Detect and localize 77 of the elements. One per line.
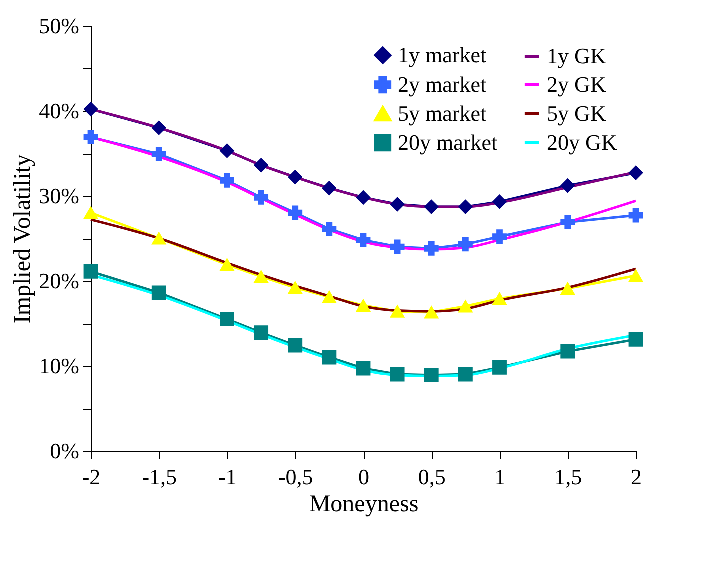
point <box>560 344 576 359</box>
y-tick-label: 40% <box>39 98 80 124</box>
point <box>152 147 166 162</box>
legend-label: 20y market <box>398 130 498 155</box>
x-axis-title: Moneyness <box>309 492 419 518</box>
point <box>322 290 337 304</box>
point <box>458 300 473 313</box>
point <box>254 158 269 173</box>
point <box>424 306 439 319</box>
point <box>424 241 439 256</box>
point <box>288 170 303 185</box>
point <box>220 173 234 188</box>
point <box>84 206 98 220</box>
point <box>458 367 473 382</box>
x-tick-label: 0 <box>358 464 370 490</box>
point <box>254 326 269 340</box>
point <box>628 208 644 223</box>
point <box>560 215 576 230</box>
y-tick-label: 0% <box>50 438 80 464</box>
x-tick-label: -2 <box>82 464 101 490</box>
point <box>492 360 507 375</box>
x-tick-label: 2 <box>631 464 642 490</box>
legend-label: 5y market <box>398 101 487 126</box>
point <box>356 190 371 205</box>
y-tick-label: 20% <box>39 268 80 294</box>
point <box>424 200 439 214</box>
point <box>560 178 576 194</box>
point <box>356 361 371 376</box>
point <box>458 200 473 214</box>
point <box>254 190 269 205</box>
x-tick-label: -0,5 <box>278 464 314 490</box>
y-tick-label: 50% <box>39 14 80 38</box>
legend-label: 1y market <box>398 42 487 68</box>
x-tick-label: 0,5 <box>418 464 446 490</box>
point <box>492 292 507 306</box>
legend-label: 1y GK <box>547 44 606 68</box>
point <box>322 350 337 365</box>
point <box>288 338 303 353</box>
point <box>254 270 269 284</box>
point <box>84 130 98 145</box>
point <box>356 299 371 312</box>
point <box>628 332 644 347</box>
point <box>628 166 644 180</box>
point <box>220 312 234 326</box>
point <box>390 305 405 318</box>
point <box>322 181 337 196</box>
x-tick-label: 1,5 <box>554 464 582 490</box>
point <box>220 144 234 158</box>
point <box>322 222 337 236</box>
point <box>492 194 507 210</box>
legend-label: 20y GK <box>547 130 618 155</box>
point <box>390 240 405 254</box>
point <box>84 102 98 117</box>
x-tick-label: 1 <box>494 464 506 490</box>
point <box>220 258 234 272</box>
point <box>424 368 439 383</box>
point <box>152 120 166 136</box>
point <box>628 270 644 282</box>
x-tick-label: -1 <box>218 464 237 490</box>
point <box>458 237 473 252</box>
legend-label: 2y market <box>398 72 487 97</box>
point <box>288 281 303 294</box>
y-axis-title: Implied Volatility <box>10 154 36 324</box>
y-tick-label: 10% <box>39 354 80 378</box>
point <box>390 197 405 212</box>
point <box>492 230 507 244</box>
point <box>356 232 371 248</box>
point <box>152 286 166 300</box>
point <box>288 206 303 220</box>
point <box>84 264 98 279</box>
point <box>560 282 576 295</box>
x-tick-label: -1,5 <box>142 464 178 490</box>
legend-label: 5y GK <box>547 101 606 126</box>
legend-label: 2y GK <box>547 72 606 97</box>
y-tick-label: 30% <box>39 184 80 208</box>
point <box>390 367 405 382</box>
point <box>152 232 166 245</box>
